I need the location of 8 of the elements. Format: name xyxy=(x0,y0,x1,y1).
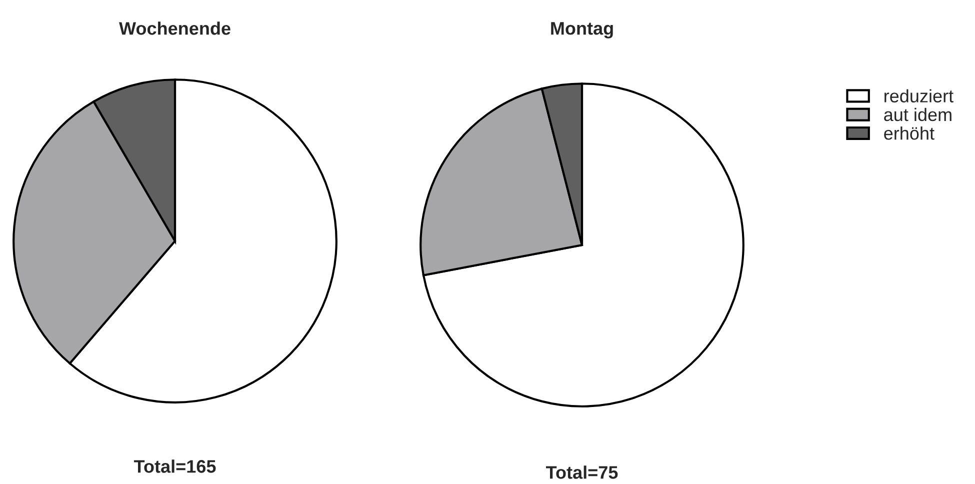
text: Total=165 xyxy=(134,460,216,473)
legend-label: erhöht xyxy=(884,126,934,140)
chart-title: Wochenende xyxy=(119,22,230,35)
text: Total=75 xyxy=(546,466,618,479)
chart-title: Montag xyxy=(551,22,613,38)
pie-slice xyxy=(422,82,744,408)
legend-label: aut idem xyxy=(884,108,952,122)
legend-label: reduziert xyxy=(884,89,954,102)
